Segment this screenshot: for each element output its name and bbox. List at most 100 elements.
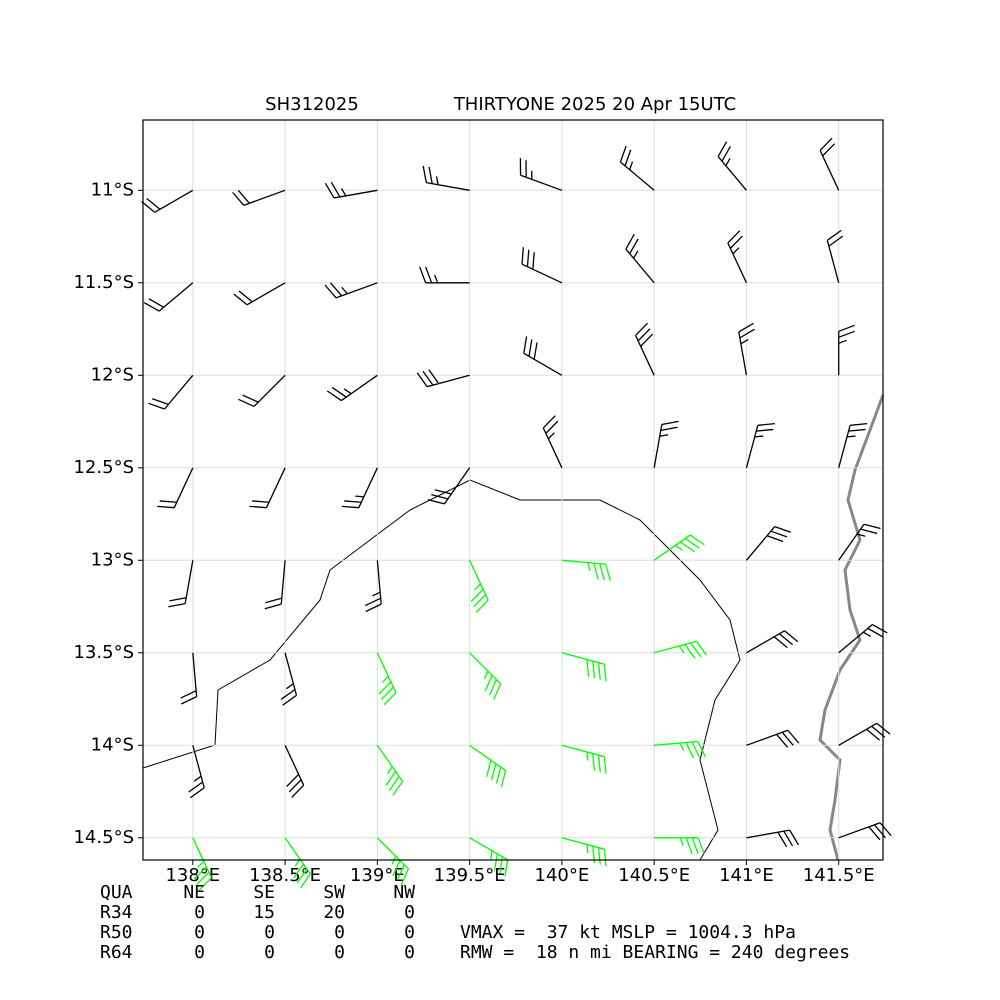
wind-barb: [727, 230, 748, 284]
wind-barb: [469, 744, 507, 788]
table-cell: R64: [100, 942, 133, 963]
wind-barb: [324, 282, 378, 299]
chart-subtitle: THIRTYONE 2025 20 Apr 15UTC: [453, 94, 736, 115]
x-tick-label: 141.5°E: [803, 865, 875, 886]
coastline: [818, 394, 885, 861]
wind-barb: [654, 640, 708, 659]
wind-barb: [469, 560, 489, 613]
wind-barb: [838, 722, 891, 746]
annotation: VMAX = 37 kt MSLP = 1004.3 hPa: [460, 922, 796, 943]
table-cell: R34: [100, 902, 133, 923]
wind-barb: [838, 623, 888, 654]
wind-barb: [746, 630, 799, 654]
wind-barb: [469, 837, 509, 877]
contour: [142, 479, 741, 861]
wind-barb: [654, 837, 705, 855]
wind-barb: [717, 141, 747, 191]
wind-barb: [561, 652, 607, 682]
wind-barb: [654, 740, 706, 759]
wind-barb: [653, 534, 705, 561]
wind-barb: [625, 233, 655, 284]
table-header: NW: [393, 882, 415, 903]
wind-barb: [634, 322, 655, 376]
wind-barb: [746, 729, 800, 748]
wind-barb: [838, 422, 868, 468]
wind-barb: [233, 282, 286, 306]
wind-barb: [838, 324, 855, 376]
wind-barb: [561, 559, 611, 581]
wind-barb: [326, 374, 378, 402]
wind-barb: [738, 322, 755, 376]
wind-barb: [157, 467, 194, 509]
x-tick-label: 139.5°E: [434, 865, 506, 886]
wind-barb: [238, 374, 286, 408]
wind-barb: [819, 137, 840, 191]
wind-barb: [561, 837, 607, 867]
y-tick-label: 11.5°S: [73, 272, 134, 293]
wind-barb: [745, 525, 792, 561]
x-tick-label: 141°E: [719, 865, 774, 886]
map-features: [142, 394, 885, 861]
wind-barb: [746, 829, 800, 848]
x-tick-label: 138°E: [165, 865, 220, 886]
wind-barb: [376, 837, 410, 885]
y-tick-label: 14°S: [91, 734, 134, 755]
wind-barb: [143, 282, 194, 312]
wind-barb: [180, 652, 198, 705]
wind-barb: [168, 560, 194, 608]
table-cell: 0: [334, 942, 345, 963]
wind-barb: [341, 467, 378, 509]
wind-barb: [376, 744, 404, 796]
y-tick-label: 14.5°S: [73, 827, 134, 848]
table-cell: 0: [264, 922, 275, 943]
table-header: SW: [323, 882, 345, 903]
wind-barb: [249, 467, 286, 509]
wind-barb: [416, 369, 470, 388]
y-tick-label: 12°S: [91, 364, 134, 385]
y-tick-label: 12.5°S: [73, 457, 134, 478]
x-tick-label: 140°E: [535, 865, 590, 886]
wind-barb: [280, 652, 298, 706]
wind-barb: [324, 181, 378, 199]
wind-barb: [523, 336, 563, 376]
table-cell: 0: [194, 942, 205, 963]
table-header: NE: [183, 882, 205, 903]
table-cell: 0: [404, 922, 415, 943]
wind-barb: [838, 523, 881, 561]
wind-barb: [364, 560, 382, 613]
x-tick-label: 139°E: [350, 865, 405, 886]
wind-barb: [653, 420, 679, 468]
table-cell: 0: [264, 942, 275, 963]
wind-barb: [561, 744, 607, 774]
wind-barb: [141, 189, 194, 213]
y-tick-label: 13.5°S: [73, 642, 134, 663]
table-cell: 15: [253, 902, 275, 923]
table-cell: R50: [100, 922, 133, 943]
wind-barb: [264, 560, 286, 610]
y-tick-label: 13°S: [91, 549, 134, 570]
wind-barb: [427, 467, 471, 505]
wind-barb: [192, 837, 213, 891]
x-tick-label: 138.5°E: [249, 865, 321, 886]
table-cell: 0: [334, 922, 345, 943]
plot-frame: [142, 119, 884, 861]
wind-barb: [619, 145, 655, 191]
wind-barb: [188, 745, 205, 799]
table-header: SE: [253, 882, 275, 903]
wind-barb: [838, 822, 892, 841]
wind-barb: [284, 745, 305, 798]
table-header: QUA: [100, 882, 133, 903]
wind-barb: [232, 189, 286, 206]
table-cell: 20: [323, 902, 345, 923]
table-cell: 0: [194, 922, 205, 943]
wind-barb: [284, 837, 311, 889]
chart-title: SH312025: [265, 94, 359, 115]
wind-barb: [745, 422, 775, 468]
wind-barb: [376, 652, 397, 706]
table-cell: 0: [194, 902, 205, 923]
x-tick-label: 140.5°E: [618, 865, 690, 886]
y-tick-label: 11°S: [91, 179, 134, 200]
annotation: RMW = 18 n mi BEARING = 240 degrees: [460, 942, 850, 963]
wind-barb: [826, 229, 844, 283]
